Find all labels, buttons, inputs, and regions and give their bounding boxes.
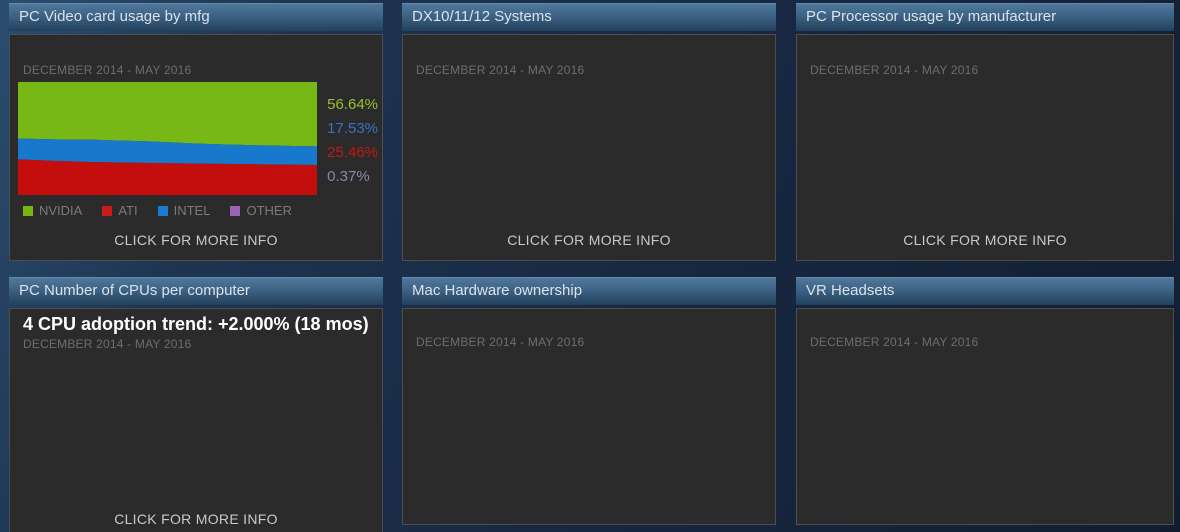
more-info-link[interactable]: CLICK FOR MORE INFO xyxy=(507,232,671,248)
date-range-label: DECEMBER 2014 - MAY 2016 xyxy=(810,63,979,77)
chart-area xyxy=(805,354,1169,464)
panel-title-bar[interactable]: PC Processor usage by manufacturer xyxy=(796,3,1174,31)
date-range-label: DECEMBER 2014 - MAY 2016 xyxy=(416,335,585,349)
stacked-area-chart xyxy=(805,82,1106,195)
date-range-label: DECEMBER 2014 - MAY 2016 xyxy=(23,63,192,77)
date-range-label: DECEMBER 2014 - MAY 2016 xyxy=(416,63,585,77)
percent-value: 56.64% xyxy=(327,96,378,113)
panel-title: DX10/11/12 Systems xyxy=(412,8,552,25)
trend-headline: 4 CPU adoption trend: +2.000% (18 mos) xyxy=(23,314,369,334)
panel-processor-usage[interactable]: PC Processor usage by manufacturer DECEM… xyxy=(796,3,1174,261)
panel-body: DECEMBER 2014 - MAY 2016 56.64% 17.53% 25.… xyxy=(9,34,383,261)
panel-body: DECEMBER 2014 - MAY 2016 xyxy=(402,308,776,525)
panel-vr-headsets[interactable]: VR Headsets DECEMBER 2014 - MAY 2016 xyxy=(796,277,1174,525)
percentage-labels: 56.64% 17.53% 25.46% 0.37% xyxy=(327,82,378,189)
legend-label: OTHER xyxy=(246,203,292,218)
panel-body: DECEMBER 2014 - MAY 2016 CLICK FOR MORE … xyxy=(796,34,1174,261)
chart-area: 56.64% 17.53% 25.46% 0.37% xyxy=(18,82,378,195)
panel-body: DECEMBER 2014 - MAY 2016 xyxy=(796,308,1174,525)
legend-swatch-icon xyxy=(157,206,168,216)
panel-title-bar[interactable]: PC Number of CPUs per computer xyxy=(9,277,383,305)
date-range-label: DECEMBER 2014 - MAY 2016 xyxy=(23,337,192,351)
legend-label: ATI xyxy=(118,203,138,218)
stacked-area-chart xyxy=(18,356,319,466)
panel-video-card-usage[interactable]: PC Video card usage by mfg DECEMBER 2014… xyxy=(9,3,383,261)
panel-title: VR Headsets xyxy=(806,282,895,299)
stacked-area-chart xyxy=(411,82,712,195)
chart-area xyxy=(805,82,1169,195)
more-info-link[interactable]: CLICK FOR MORE INFO xyxy=(114,511,278,527)
chart-legend: NVIDIA ATI INTEL OTHER xyxy=(14,203,378,218)
chart-area xyxy=(411,82,771,195)
percent-value: 25.46% xyxy=(327,144,378,161)
stacked-area-chart xyxy=(411,354,712,464)
legend-label: INTEL xyxy=(173,203,211,218)
chart-area xyxy=(411,354,771,464)
stacked-area-chart xyxy=(805,354,1106,464)
legend-swatch-icon xyxy=(23,206,33,216)
legend-swatch-icon xyxy=(102,206,113,216)
panel-title-bar[interactable]: Mac Hardware ownership xyxy=(402,277,776,305)
legend-label: NVIDIA xyxy=(39,203,83,218)
panel-mac-hardware[interactable]: Mac Hardware ownership DECEMBER 2014 - M… xyxy=(402,277,776,525)
panel-cpus-per-computer[interactable]: PC Number of CPUs per computer 4 CPU ado… xyxy=(9,277,383,532)
panel-title-bar[interactable]: PC Video card usage by mfg xyxy=(9,3,383,31)
panel-title-bar[interactable]: VR Headsets xyxy=(796,277,1174,305)
stacked-area-chart xyxy=(18,82,318,195)
panel-title: PC Number of CPUs per computer xyxy=(19,282,250,299)
date-range-label: DECEMBER 2014 - MAY 2016 xyxy=(810,335,979,349)
legend-swatch-icon xyxy=(230,206,241,216)
panel-dx-systems[interactable]: DX10/11/12 Systems DECEMBER 2014 - MAY 2… xyxy=(402,3,776,261)
chart-area xyxy=(18,356,378,466)
panel-title: PC Processor usage by manufacturer xyxy=(806,8,1057,25)
legend-item: ATI xyxy=(102,203,138,218)
percent-value: 0.37% xyxy=(327,168,370,185)
more-info-link[interactable]: CLICK FOR MORE INFO xyxy=(114,232,278,248)
panel-body: DECEMBER 2014 - MAY 2016 CLICK FOR MORE … xyxy=(402,34,776,261)
panel-title: PC Video card usage by mfg xyxy=(19,8,210,25)
legend-item: INTEL xyxy=(157,203,211,218)
panel-title: Mac Hardware ownership xyxy=(412,282,583,299)
legend-item: NVIDIA xyxy=(23,203,82,218)
legend-item: OTHER xyxy=(230,203,292,218)
percent-value: 17.53% xyxy=(327,120,378,137)
panel-title-bar[interactable]: DX10/11/12 Systems xyxy=(402,3,776,31)
panel-body: 4 CPU adoption trend: +2.000% (18 mos) D… xyxy=(9,308,383,532)
more-info-link[interactable]: CLICK FOR MORE INFO xyxy=(903,232,1067,248)
